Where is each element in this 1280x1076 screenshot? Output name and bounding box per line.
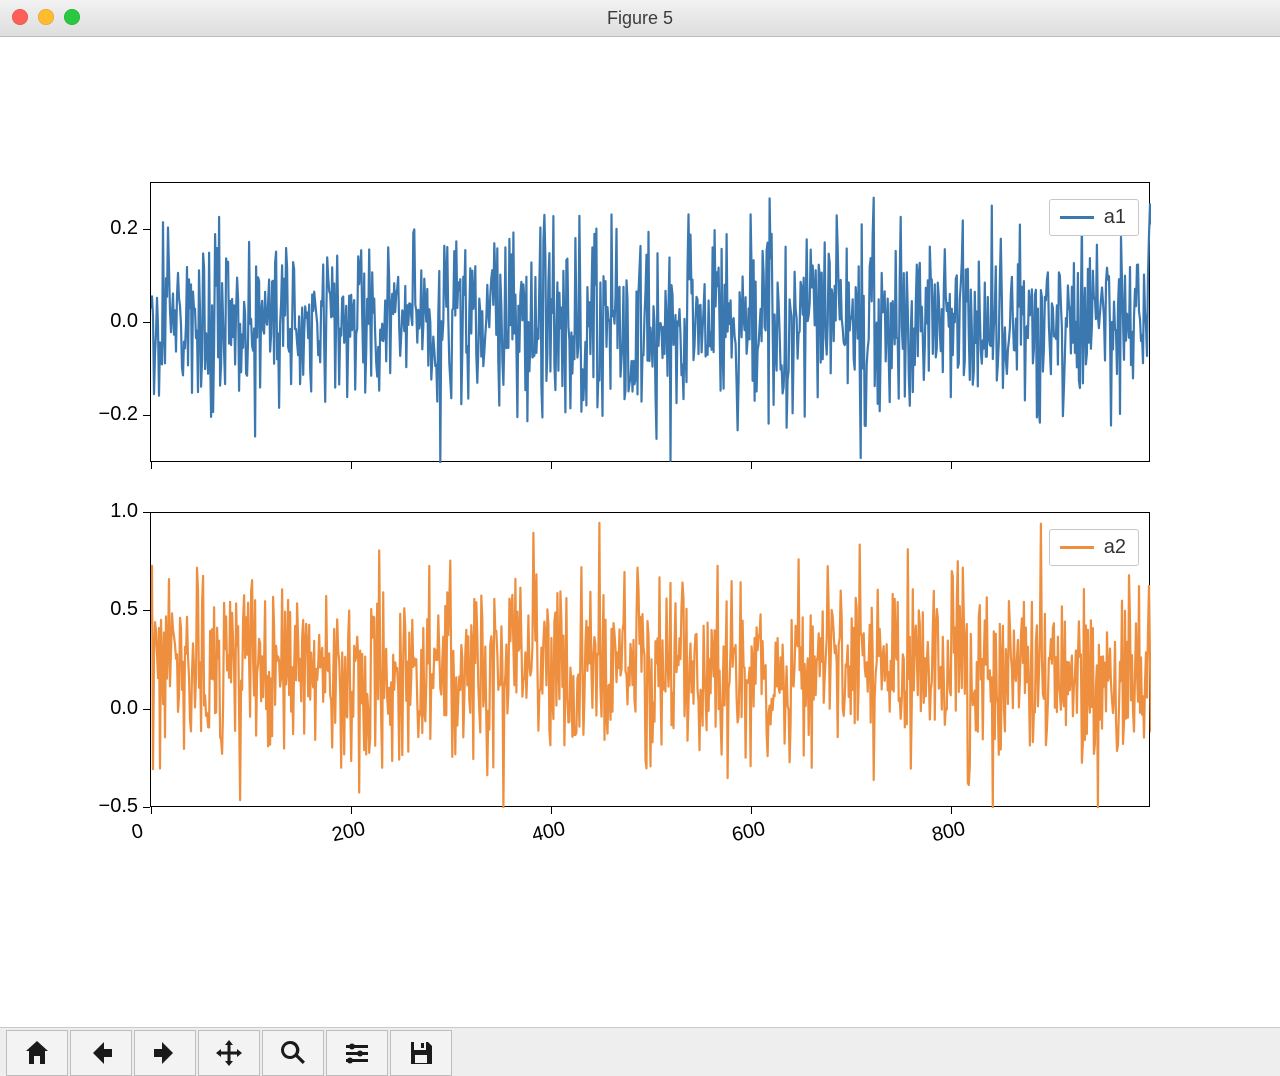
- legend-swatch: [1060, 216, 1094, 219]
- xtick-label: 400: [530, 818, 567, 847]
- xtick-label: 800: [930, 818, 967, 847]
- close-window-button[interactable]: [12, 9, 28, 25]
- arrow-right-icon: [151, 1039, 179, 1067]
- sliders-icon: [343, 1039, 371, 1067]
- configure-button[interactable]: [326, 1030, 388, 1076]
- xtick-label: 0: [130, 820, 146, 845]
- move-icon: [215, 1039, 243, 1067]
- legend-label: a1: [1104, 206, 1126, 229]
- chart1[interactable]: a1: [150, 182, 1150, 462]
- xtick-label: 600: [730, 818, 767, 847]
- ytick-label: −0.2: [99, 403, 138, 426]
- window-title: Figure 5: [607, 8, 673, 29]
- ytick-label: 0.0: [110, 310, 138, 333]
- arrow-left-icon: [87, 1039, 115, 1067]
- chart2[interactable]: a2: [150, 512, 1150, 807]
- zoom-window-button[interactable]: [64, 9, 80, 25]
- figure-canvas: a1 −0.2 0.0 0.2 a2 −0.5 0.0 0.5 1.0 0 200 400 600 800: [0, 37, 1280, 1027]
- xtick-label: 200: [330, 818, 367, 847]
- ytick-label: 1.0: [110, 500, 138, 523]
- window-titlebar: Figure 5: [0, 0, 1280, 37]
- save-button[interactable]: [390, 1030, 452, 1076]
- pan-button[interactable]: [198, 1030, 260, 1076]
- ytick-label: 0.2: [110, 217, 138, 240]
- ytick-label: −0.5: [99, 795, 138, 818]
- back-button[interactable]: [70, 1030, 132, 1076]
- legend-swatch: [1060, 546, 1094, 549]
- matplotlib-toolbar: [0, 1027, 1280, 1076]
- save-icon: [407, 1039, 435, 1067]
- home-icon: [23, 1039, 51, 1067]
- home-button[interactable]: [6, 1030, 68, 1076]
- chart1-legend[interactable]: a1: [1049, 199, 1139, 236]
- zoom-icon: [279, 1039, 307, 1067]
- zoom-button[interactable]: [262, 1030, 324, 1076]
- ytick-label: 0.0: [110, 697, 138, 720]
- ytick-label: 0.5: [110, 598, 138, 621]
- chart2-legend[interactable]: a2: [1049, 529, 1139, 566]
- minimize-window-button[interactable]: [38, 9, 54, 25]
- forward-button[interactable]: [134, 1030, 196, 1076]
- legend-label: a2: [1104, 536, 1126, 559]
